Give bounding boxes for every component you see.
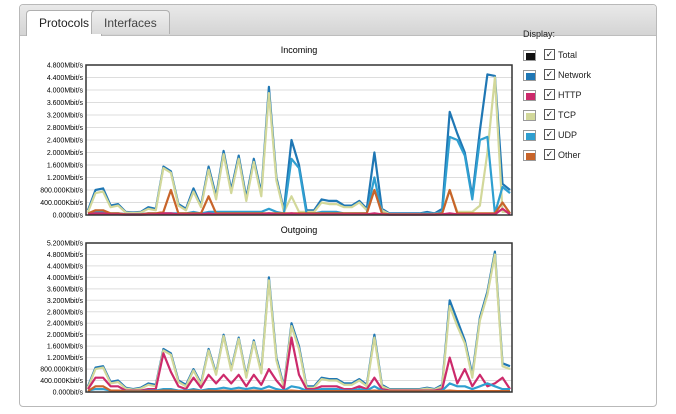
y-tick-label: 1.600Mbit/s bbox=[47, 344, 84, 351]
y-tick-label: 1.600Mbit/s bbox=[47, 163, 84, 170]
display-legend: Display: ✓ Total ✓ Network ✓ HTTP ✓ TCP … bbox=[523, 29, 643, 167]
legend-label-udp: UDP bbox=[558, 130, 578, 140]
y-tick-label: 3.200Mbit/s bbox=[47, 298, 84, 305]
udp-color-swatch bbox=[523, 130, 536, 141]
y-tick-label: 3.600Mbit/s bbox=[47, 286, 84, 293]
y-tick-label: 4.400Mbit/s bbox=[47, 263, 84, 270]
y-tick-label: 2.000Mbit/s bbox=[47, 150, 84, 157]
y-tick-label: 2.000Mbit/s bbox=[47, 332, 84, 339]
protocols-panel: Protocols Interfaces Incoming 0.000bit/s 4… bbox=[19, 4, 657, 407]
y-tick-label: 1.200Mbit/s bbox=[47, 355, 84, 362]
legend-label-http: HTTP bbox=[558, 90, 582, 100]
tcp-color-swatch bbox=[523, 110, 536, 121]
http-checkbox[interactable]: ✓ bbox=[544, 89, 555, 100]
y-tick-label: 4.800Mbit/s bbox=[47, 63, 84, 70]
chart-title: Incoming bbox=[281, 45, 318, 55]
y-tick-label: 4.000Mbit/s bbox=[47, 88, 84, 95]
legend-item-network[interactable]: ✓ Network bbox=[523, 67, 643, 87]
y-tick-label: 2.800Mbit/s bbox=[47, 125, 84, 132]
y-tick-label: 0.000bit/s bbox=[53, 213, 84, 220]
y-tick-label: 3.600Mbit/s bbox=[47, 100, 84, 107]
legend-label-tcp: TCP bbox=[558, 110, 576, 120]
plot-area bbox=[86, 243, 512, 392]
y-tick-label: 0.000bit/s bbox=[53, 390, 84, 397]
y-tick-label: 4.000Mbit/s bbox=[47, 275, 84, 282]
y-tick-label: 400.000Kbit/s bbox=[40, 200, 83, 207]
legend-item-http[interactable]: ✓ HTTP bbox=[523, 87, 643, 107]
legend-label-other: Other bbox=[558, 150, 581, 160]
legend-item-total[interactable]: ✓ Total bbox=[523, 47, 643, 67]
y-tick-label: 400.000Kbit/s bbox=[40, 378, 83, 385]
y-tick-label: 800.000Kbit/s bbox=[40, 367, 83, 374]
network-checkbox[interactable]: ✓ bbox=[544, 69, 555, 80]
total-checkbox[interactable]: ✓ bbox=[544, 49, 555, 60]
incoming-chart: Incoming 0.000bit/s 400.000Kbit/s 800.000Kb… bbox=[40, 45, 513, 220]
legend-label-network: Network bbox=[558, 70, 592, 80]
y-tick-label: 2.800Mbit/s bbox=[47, 309, 84, 316]
y-tick-label: 4.400Mbit/s bbox=[47, 75, 84, 82]
y-tick-label: 800.000Kbit/s bbox=[40, 188, 83, 195]
y-tick-label: 2.400Mbit/s bbox=[47, 138, 84, 145]
plot-frame bbox=[85, 64, 513, 216]
tab-protocols[interactable]: Protocols bbox=[26, 10, 103, 36]
y-tick-label: 5.200Mbit/s bbox=[47, 241, 84, 248]
legend-title: Display: bbox=[523, 29, 556, 39]
udp-checkbox[interactable]: ✓ bbox=[544, 129, 555, 140]
tcp-checkbox[interactable]: ✓ bbox=[544, 109, 555, 120]
tab-bar: Protocols Interfaces bbox=[20, 5, 656, 36]
total-color-swatch bbox=[523, 50, 536, 61]
tab-interfaces[interactable]: Interfaces bbox=[91, 10, 170, 34]
other-color-swatch bbox=[523, 150, 536, 161]
y-tick-label: 1.200Mbit/s bbox=[47, 175, 84, 182]
network-color-swatch bbox=[523, 70, 536, 81]
legend-item-other[interactable]: ✓ Other bbox=[523, 147, 643, 167]
y-tick-label: 4.800Mbit/s bbox=[47, 252, 84, 259]
legend-item-udp[interactable]: ✓ UDP bbox=[523, 127, 643, 147]
outgoing-chart: Outgoing 0.000bit/s 400.000Kbit/s 800.000Kb… bbox=[40, 225, 513, 397]
legend-label-total: Total bbox=[558, 50, 578, 60]
series-line-other bbox=[87, 385, 510, 393]
plot-frame bbox=[85, 242, 513, 393]
y-tick-label: 3.200Mbit/s bbox=[47, 113, 84, 120]
chart-title: Outgoing bbox=[281, 225, 318, 235]
series-line-http bbox=[87, 336, 511, 392]
http-color-swatch bbox=[523, 90, 536, 101]
legend-item-tcp[interactable]: ✓ TCP bbox=[523, 107, 643, 127]
other-checkbox[interactable]: ✓ bbox=[544, 149, 555, 160]
y-tick-label: 2.400Mbit/s bbox=[47, 321, 84, 328]
